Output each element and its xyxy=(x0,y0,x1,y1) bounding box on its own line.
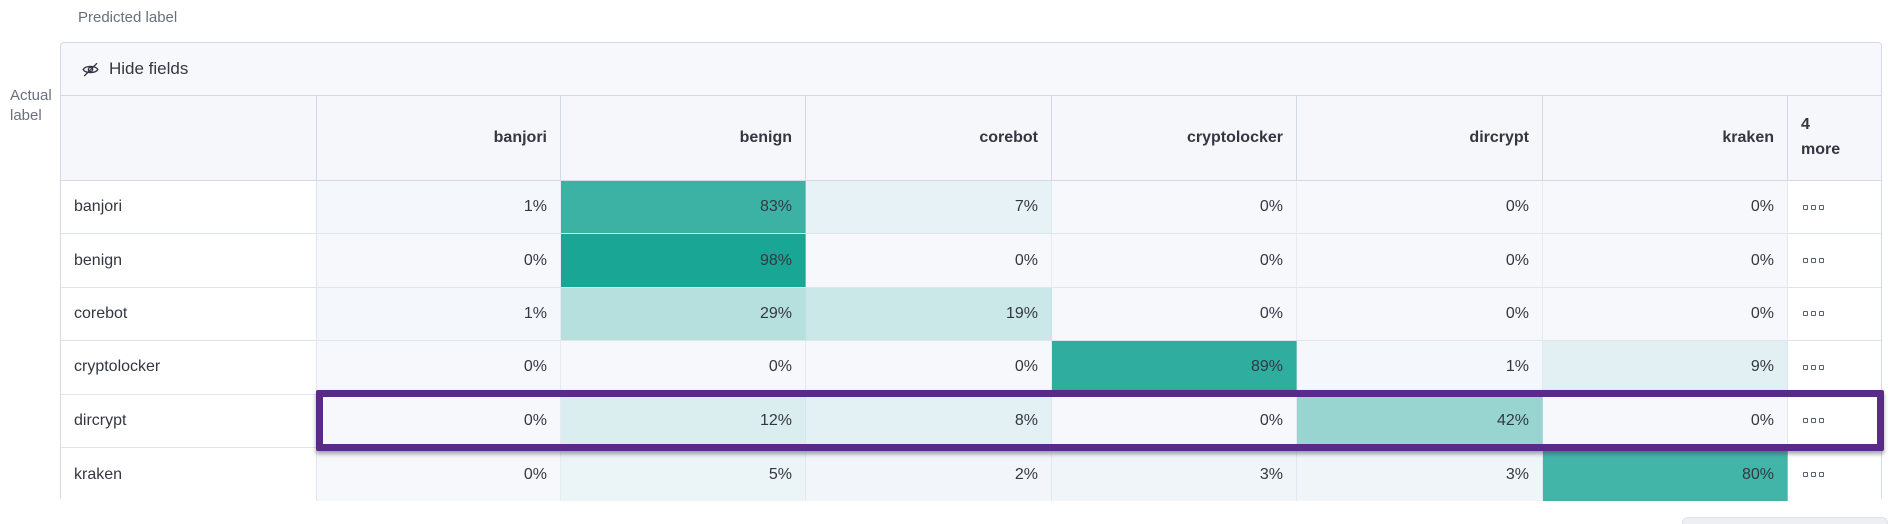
hide-fields-label: Hide fields xyxy=(109,59,189,78)
actual-label: Actual label xyxy=(10,87,52,125)
matrix-cell[interactable]: 0% xyxy=(1297,234,1543,287)
matrix-cell[interactable]: 1% xyxy=(317,287,561,341)
matrix-cell[interactable]: 83% xyxy=(561,181,806,234)
more-columns-cell[interactable] xyxy=(1788,181,1881,234)
boxes-horizontal-icon xyxy=(1803,418,1824,424)
boxes-horizontal-icon xyxy=(1803,258,1824,264)
matrix-cell[interactable]: 0% xyxy=(806,234,1052,287)
row-label[interactable]: banjori xyxy=(61,181,317,234)
more-columns-cell[interactable] xyxy=(1788,447,1881,502)
matrix-cell[interactable]: 0% xyxy=(1297,287,1543,341)
matrix-cell[interactable]: 5% xyxy=(561,447,806,502)
matrix-cell[interactable]: 0% xyxy=(1052,234,1297,287)
matrix-cell[interactable]: 3% xyxy=(1052,447,1297,502)
column-header-row: banjori benign corebot cryptolocker dirc… xyxy=(61,96,1881,181)
matrix-cell[interactable]: 0% xyxy=(1543,287,1788,341)
matrix-cell[interactable]: 0% xyxy=(1543,394,1788,447)
boxes-horizontal-icon xyxy=(1803,472,1824,478)
column-header-kraken[interactable]: kraken xyxy=(1543,96,1788,180)
matrix-cell[interactable]: 0% xyxy=(317,234,561,287)
matrix-cell[interactable]: 0% xyxy=(1052,181,1297,234)
table-row-corebot: corebot 1% 29% 19% 0% 0% 0% xyxy=(61,287,1881,342)
boxes-horizontal-icon xyxy=(1803,311,1824,317)
matrix-cell[interactable]: 2% xyxy=(806,447,1052,502)
matrix-cell[interactable]: 1% xyxy=(317,181,561,234)
eye-closed-icon xyxy=(81,60,100,79)
more-columns-cell[interactable] xyxy=(1788,341,1881,394)
more-columns-cell[interactable] xyxy=(1788,234,1881,287)
matrix-cell[interactable]: 0% xyxy=(1052,394,1297,447)
row-label[interactable]: cryptolocker xyxy=(61,341,317,394)
confusion-matrix-table: Hide fields banjori benign corebot crypt… xyxy=(60,42,1882,502)
matrix-cell[interactable]: 0% xyxy=(317,394,561,447)
matrix-cell[interactable]: 0% xyxy=(317,341,561,394)
matrix-cell[interactable]: 0% xyxy=(1543,181,1788,234)
matrix-cell[interactable]: 0% xyxy=(1052,287,1297,341)
more-columns-cell[interactable] xyxy=(1788,287,1881,341)
matrix-cell[interactable]: 9% xyxy=(1543,341,1788,394)
matrix-cell[interactable]: 0% xyxy=(806,341,1052,394)
column-header-corebot[interactable]: corebot xyxy=(806,96,1052,180)
grid-toolbar: Hide fields xyxy=(61,43,1881,96)
table-row-dircrypt: dircrypt 0% 12% 8% 0% 42% 0% xyxy=(61,394,1881,448)
row-label[interactable]: benign xyxy=(61,234,317,287)
column-header-cryptolocker[interactable]: cryptolocker xyxy=(1052,96,1297,180)
table-row-banjori: banjori 1% 83% 7% 0% 0% 0% xyxy=(61,181,1881,235)
corner-header-cell xyxy=(61,96,317,180)
boxes-horizontal-icon xyxy=(1803,204,1824,210)
more-columns-cell[interactable] xyxy=(1788,394,1881,447)
predicted-label: Predicted label xyxy=(78,9,178,26)
matrix-cell[interactable]: 0% xyxy=(317,447,561,502)
column-header-benign[interactable]: benign xyxy=(561,96,806,180)
matrix-cell[interactable]: 12% xyxy=(561,394,806,447)
matrix-cell[interactable]: 98% xyxy=(561,234,806,287)
table-row-cryptolocker: cryptolocker 0% 0% 0% 89% 1% 9% xyxy=(61,341,1881,395)
boxes-horizontal-icon xyxy=(1803,364,1824,370)
hide-fields-button[interactable]: Hide fields xyxy=(73,53,196,85)
row-label[interactable]: corebot xyxy=(61,287,317,341)
matrix-cell[interactable]: 19% xyxy=(806,287,1052,341)
matrix-cell[interactable]: 1% xyxy=(1297,341,1543,394)
matrix-cell[interactable]: 29% xyxy=(561,287,806,341)
row-label[interactable]: kraken xyxy=(61,447,317,502)
matrix-cell[interactable]: 0% xyxy=(561,341,806,394)
matrix-cell[interactable]: 0% xyxy=(1297,181,1543,234)
column-header-banjori[interactable]: banjori xyxy=(317,96,561,180)
matrix-cell[interactable]: 3% xyxy=(1297,447,1543,502)
horizontal-scrollbar[interactable] xyxy=(1682,517,1888,524)
table-row-benign: benign 0% 98% 0% 0% 0% 0% xyxy=(61,234,1881,288)
column-header-dircrypt[interactable]: dircrypt xyxy=(1297,96,1543,180)
matrix-cell[interactable]: 80% xyxy=(1543,447,1788,502)
matrix-cell[interactable]: 7% xyxy=(806,181,1052,234)
more-columns-label: 4 more xyxy=(1801,116,1841,158)
row-label[interactable]: dircrypt xyxy=(61,394,317,447)
matrix-cell[interactable]: 0% xyxy=(1543,234,1788,287)
column-header-more[interactable]: 4 more xyxy=(1788,96,1881,180)
table-row-kraken: kraken 0% 5% 2% 3% 3% 80% xyxy=(61,447,1881,502)
matrix-cell[interactable]: 42% xyxy=(1297,394,1543,447)
matrix-cell[interactable]: 8% xyxy=(806,394,1052,447)
matrix-cell[interactable]: 89% xyxy=(1052,341,1297,394)
